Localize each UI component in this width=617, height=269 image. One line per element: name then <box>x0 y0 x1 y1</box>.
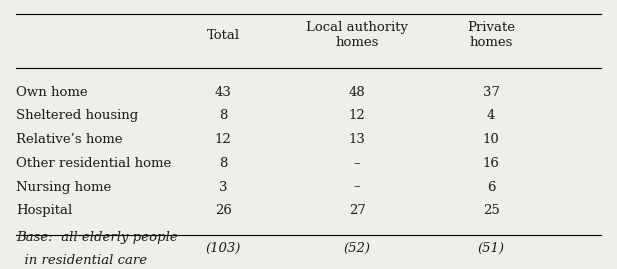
Text: Sheltered housing: Sheltered housing <box>16 109 139 122</box>
Text: 12: 12 <box>215 133 231 146</box>
Text: 3: 3 <box>219 180 228 194</box>
Text: 26: 26 <box>215 204 232 217</box>
Text: Local authority
homes: Local authority homes <box>306 21 408 49</box>
Text: 25: 25 <box>482 204 500 217</box>
Text: in residential care: in residential care <box>16 254 147 267</box>
Text: Private
homes: Private homes <box>467 21 515 49</box>
Text: Relative’s home: Relative’s home <box>16 133 123 146</box>
Text: 6: 6 <box>487 180 495 194</box>
Text: Other residential home: Other residential home <box>16 157 172 170</box>
Text: 12: 12 <box>349 109 365 122</box>
Text: 27: 27 <box>349 204 366 217</box>
Text: Total: Total <box>207 29 240 41</box>
Text: 48: 48 <box>349 86 365 98</box>
Text: Own home: Own home <box>16 86 88 98</box>
Text: 37: 37 <box>482 86 500 98</box>
Text: –: – <box>354 180 360 194</box>
Text: 8: 8 <box>219 109 228 122</box>
Text: 13: 13 <box>349 133 366 146</box>
Text: 16: 16 <box>482 157 500 170</box>
Text: –: – <box>354 157 360 170</box>
Text: 4: 4 <box>487 109 495 122</box>
Text: (52): (52) <box>344 242 371 255</box>
Text: 8: 8 <box>219 157 228 170</box>
Text: Base:  all elderly people: Base: all elderly people <box>16 231 178 243</box>
Text: Nursing home: Nursing home <box>16 180 112 194</box>
Text: 10: 10 <box>482 133 500 146</box>
Text: (51): (51) <box>478 242 505 255</box>
Text: Hospital: Hospital <box>16 204 73 217</box>
Text: 43: 43 <box>215 86 232 98</box>
Text: (103): (103) <box>205 242 241 255</box>
